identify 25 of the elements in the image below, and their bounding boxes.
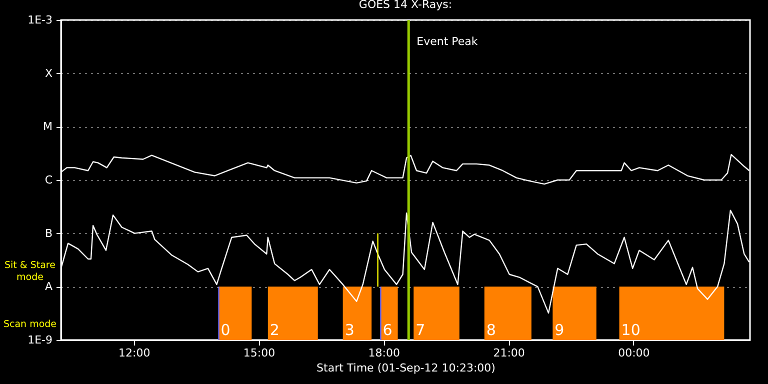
y-tick-label: 1E-3: [28, 14, 52, 26]
y-tick-label: X: [44, 66, 53, 80]
ref-line-label: Event Peak: [416, 35, 478, 48]
text: Sit & Stare mode: [4, 260, 56, 283]
band-label: 0: [220, 321, 230, 339]
x-tick-label: 18:00: [368, 346, 400, 360]
x-axis-title: Start Time (01-Sep-12 10:23:00): [316, 362, 496, 374]
band-label: 7: [416, 321, 426, 339]
y-tick-label: M: [43, 120, 52, 134]
band-label: 10: [621, 321, 640, 339]
band-label: 2: [270, 321, 280, 339]
band-label: 3: [344, 321, 354, 339]
y-tick-label: A: [44, 280, 53, 294]
x-tick-label: 21:00: [493, 346, 525, 360]
band-label: 8: [486, 321, 496, 339]
band-label: 9: [554, 321, 564, 339]
x-tick-label: 00:00: [618, 346, 650, 360]
x-tick-label: 12:00: [118, 346, 150, 360]
y-tick-label: 1E-9: [28, 334, 52, 346]
chart-title: GOES 14 X-Rays:: [358, 0, 452, 11]
band-label: 6: [382, 321, 392, 339]
y-tick-label: C: [44, 174, 53, 186]
text: Scan mode: [3, 319, 57, 330]
x-tick-label: 15:00: [243, 346, 276, 360]
y-tick-label: B: [44, 226, 52, 240]
